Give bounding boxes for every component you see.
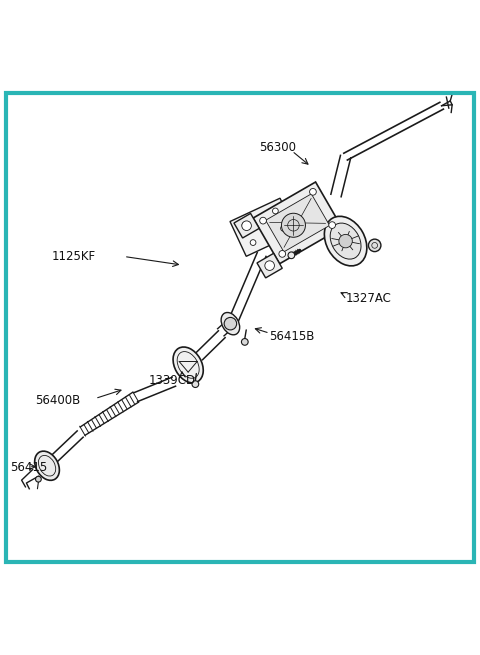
Circle shape: [310, 189, 316, 195]
Circle shape: [279, 250, 286, 257]
Circle shape: [273, 208, 278, 214]
Circle shape: [281, 225, 287, 231]
Ellipse shape: [173, 347, 203, 383]
Ellipse shape: [35, 451, 60, 480]
Text: 1339CD: 1339CD: [148, 374, 195, 387]
Text: 56415B: 56415B: [269, 329, 314, 343]
Circle shape: [265, 261, 275, 271]
Circle shape: [250, 240, 256, 246]
Text: 1125KF: 1125KF: [52, 250, 96, 263]
Circle shape: [288, 252, 295, 259]
Circle shape: [242, 222, 248, 228]
Polygon shape: [265, 194, 330, 252]
Text: 56415: 56415: [11, 461, 48, 474]
Text: 56400B: 56400B: [36, 394, 81, 407]
Circle shape: [329, 222, 336, 229]
Ellipse shape: [221, 312, 240, 335]
Ellipse shape: [330, 223, 361, 259]
Text: 56300: 56300: [259, 141, 296, 154]
Polygon shape: [253, 182, 342, 264]
Circle shape: [281, 214, 305, 237]
Polygon shape: [234, 214, 259, 238]
Circle shape: [260, 217, 266, 224]
Circle shape: [339, 234, 352, 248]
Circle shape: [224, 318, 237, 330]
Ellipse shape: [324, 216, 367, 266]
Circle shape: [369, 239, 381, 252]
Circle shape: [241, 339, 248, 345]
Circle shape: [192, 381, 199, 388]
Text: 1327AC: 1327AC: [346, 292, 392, 305]
Polygon shape: [230, 198, 296, 256]
Circle shape: [242, 221, 252, 231]
Polygon shape: [257, 253, 282, 278]
Circle shape: [36, 476, 41, 482]
